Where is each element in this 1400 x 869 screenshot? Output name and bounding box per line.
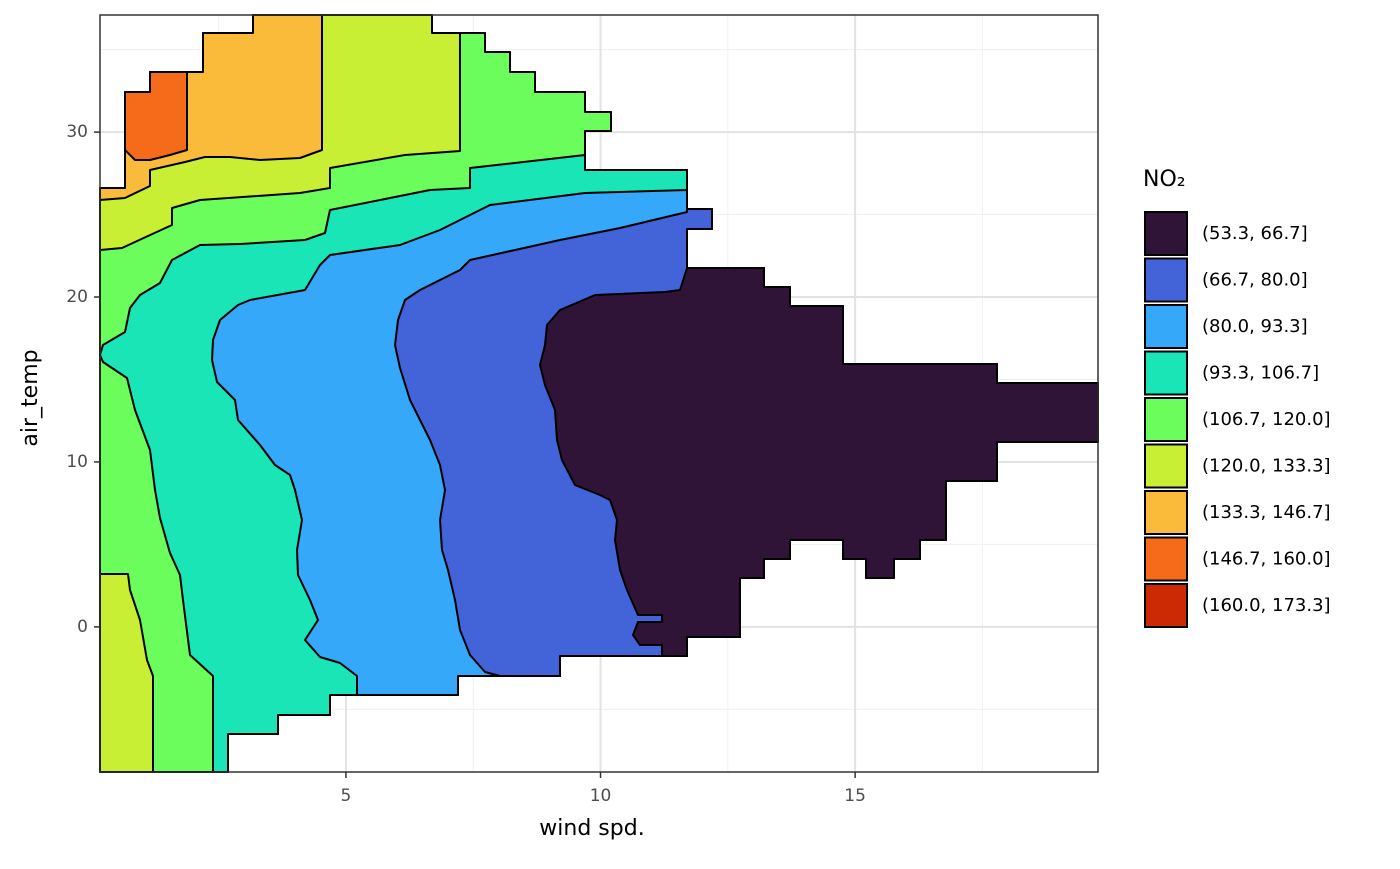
- legend-label: (146.7, 160.0]: [1202, 549, 1331, 570]
- y-tick-label: 30: [66, 122, 88, 142]
- legend-key: [1144, 490, 1188, 535]
- legend-key: [1144, 304, 1188, 349]
- y-axis-label: air_temp: [18, 349, 43, 446]
- legend-label: (93.3, 106.7]: [1202, 363, 1319, 384]
- y-tick-label: 0: [77, 617, 88, 637]
- legend-key: [1144, 443, 1188, 489]
- legend-label: (106.7, 120.0]: [1202, 409, 1331, 430]
- legend-title: NO₂: [1143, 167, 1186, 192]
- plot-border: [99, 14, 1099, 773]
- x-tick-label: 10: [590, 786, 612, 806]
- x-tick-label: 15: [844, 786, 866, 806]
- legend-key: [1144, 536, 1188, 582]
- legend-label: (80.0, 93.3]: [1202, 316, 1308, 337]
- legend-key: [1144, 397, 1188, 442]
- contour-band: [124, 71, 188, 161]
- y-tick-label: 10: [66, 452, 88, 472]
- x-axis-label: wind spd.: [539, 816, 644, 841]
- x-tick-label: 5: [341, 786, 352, 806]
- legend-label: (120.0, 133.3]: [1202, 456, 1331, 477]
- legend-label: (160.0, 173.3]: [1202, 595, 1331, 616]
- legend-key: [1144, 350, 1188, 396]
- legend-key: [1144, 257, 1188, 303]
- legend-label: (53.3, 66.7]: [1202, 223, 1308, 244]
- legend-key: [1144, 211, 1188, 256]
- y-tick-label: 20: [66, 287, 88, 307]
- legend-key: [1144, 583, 1188, 628]
- legend-label: (66.7, 80.0]: [1202, 270, 1308, 291]
- legend-label: (133.3, 146.7]: [1202, 502, 1331, 523]
